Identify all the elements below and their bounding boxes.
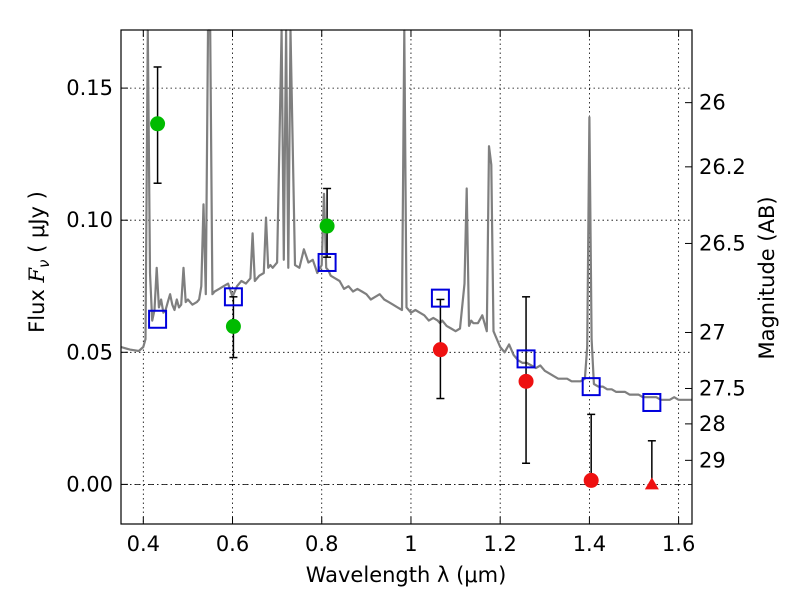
model-point (430, 288, 450, 308)
y-tick-label: 0.00 (66, 472, 113, 496)
y-axis-title-symbol: F (25, 267, 49, 284)
y-axis-title-suffix: ( μJy ) (25, 191, 49, 259)
data-point (150, 116, 166, 132)
x-axis-title: Wavelength λ (μm) (306, 563, 507, 587)
y2-tick-label: 27.5 (699, 376, 746, 400)
y2-tick-label: 29 (699, 448, 726, 472)
data-point (518, 373, 534, 389)
x-tick-label: 0.8 (305, 532, 338, 556)
y-axis-title-subscript: ν (35, 260, 53, 268)
model-point (317, 252, 337, 272)
data-markers (148, 66, 662, 490)
x-tick-label: 1 (404, 532, 417, 556)
y2-tick-label: 26.2 (699, 155, 746, 179)
x-tick-label: 0.6 (216, 532, 249, 556)
model-point (148, 309, 168, 329)
plot-frame (120, 29, 693, 525)
data-point (225, 318, 241, 334)
upper-limit-point (644, 477, 659, 490)
x-tick-label: 1.2 (483, 532, 516, 556)
model-spectrum-group (120, 29, 692, 401)
model-spectrum-line (120, 29, 692, 401)
model-point (516, 349, 536, 369)
data-point (432, 342, 448, 358)
y2-tick-label: 26 (699, 91, 726, 115)
x-tick-label: 0.4 (127, 532, 160, 556)
data-point (583, 472, 599, 488)
model-point (642, 392, 662, 412)
model-point (223, 287, 243, 307)
tick-labels: 0.4 0.6 0.8 1 1.2 1.4 1.6 0.00 0.05 0.10 0.15 26 26.… (66, 76, 746, 556)
model-point (581, 377, 601, 397)
y-tick-label: 0.05 (66, 340, 113, 364)
y-axis-title-prefix: Flux (25, 283, 49, 333)
y2-axis-title: Magnitude (AB) (755, 196, 779, 359)
axis-ticks (121, 30, 692, 524)
y-axis-title: Flux Fν ( μJy ) (25, 191, 53, 333)
y2-tick-label: 28 (699, 412, 726, 436)
data-point (319, 218, 335, 234)
y-tick-label: 0.15 (66, 76, 113, 100)
y2-tick-label: 27 (699, 320, 726, 344)
y-tick-label: 0.10 (66, 208, 113, 232)
y2-tick-label: 26.5 (699, 231, 746, 255)
x-tick-label: 1.6 (662, 532, 695, 556)
x-tick-label: 1.4 (573, 532, 606, 556)
